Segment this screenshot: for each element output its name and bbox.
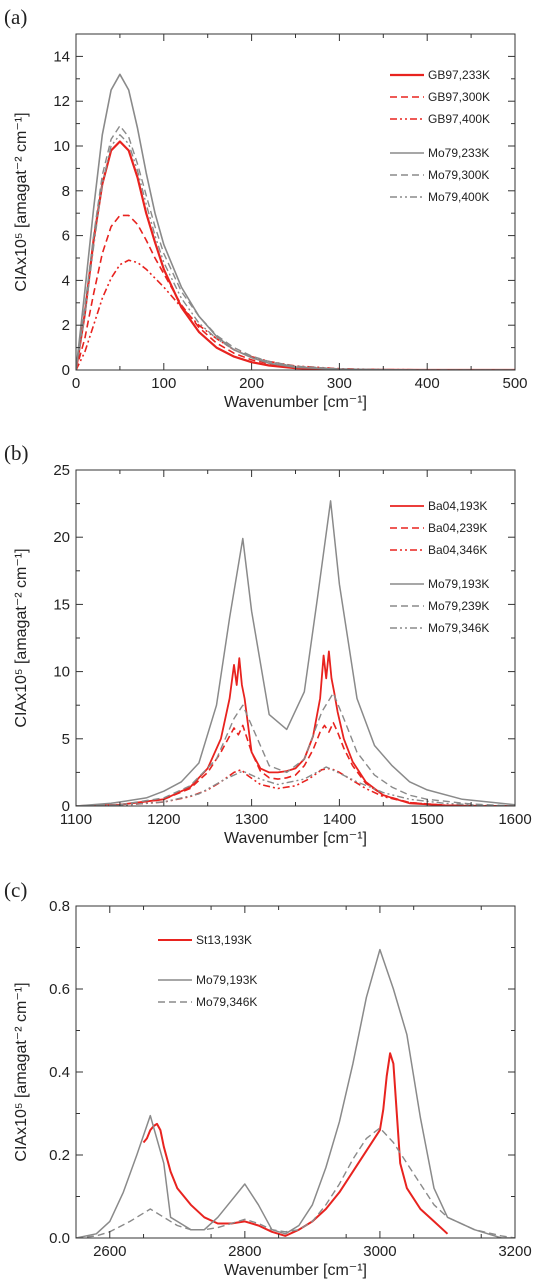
x-tick-label: 2600 [93,1243,126,1260]
series-group [76,948,515,1238]
legend-label: Mo79,239K [428,599,489,613]
legend-label: Mo79,346K [428,621,489,635]
x-tick-label: 500 [502,375,527,392]
y-tick-label: 2 [62,317,70,334]
x-tick-label: 2800 [228,1243,261,1260]
y-tick-label: 10 [53,138,70,155]
series-line [76,259,515,370]
series-group [76,73,515,370]
legend-label: Mo79,193K [428,577,489,591]
y-tick-label: 0.0 [49,1230,70,1247]
x-tick-label: 200 [239,375,264,392]
y-tick-label: 0 [62,362,70,379]
x-tick-label: 1600 [498,811,531,828]
legend-label: GB97,300K [428,90,490,104]
legend-label: Mo79,400K [428,190,489,204]
series-line [76,125,515,370]
x-tick-label: 1200 [147,811,180,828]
y-tick-label: 4 [62,272,70,289]
y-axis-title: CIAx10⁵ [amagat⁻² cm⁻¹] [13,982,30,1161]
x-tick-label: 3200 [498,1243,531,1260]
panel-a: (a) 0 100 200 300 400 500 0 2 4 6 8 10 12 14 Wavenumber… [4,5,528,411]
x-tick-label: 0 [72,375,80,392]
series-line [76,948,515,1238]
legend-label: St13,193K [196,933,252,947]
y-tick-label: 10 [53,664,70,681]
legend-label: Mo79,193K [196,973,257,987]
y-axis-title: CIAx10⁵ [amagat⁻² cm⁻¹] [13,548,30,727]
panel-label: (b) [4,441,29,465]
panel-b: (b) 1100 1200 1300 1400 1500 1600 0 5 10 15 20 25 Wav… [4,441,532,847]
y-tick-label: 0 [62,798,70,815]
plot-frame [75,905,516,1239]
panel-label: (a) [4,5,27,29]
legend-label: GB97,233K [428,68,490,82]
x-axis-title: Wavenumber [cm⁻¹] [224,394,367,411]
panel-c: (c) 2600 2800 3000 3200 0.0 0.2 0.4 0.6 0.8 Wavenu… [4,878,532,1279]
y-tick-label: 0.8 [49,898,70,915]
series-line [76,500,515,806]
legend: GB97,233K GB97,300K GB97,400K Mo79,233K Mo79… [390,68,490,204]
legend-label: Ba04,346K [428,543,487,557]
x-axis-title: Wavenumber [cm⁻¹] [224,1262,367,1279]
y-tick-label: 6 [62,228,70,245]
x-axis-title: Wavenumber [cm⁻¹] [224,830,367,847]
x-tick-label: 1400 [323,811,356,828]
y-tick-label: 0.2 [49,1147,70,1164]
series-line [76,692,515,806]
y-tick-label: 0.6 [49,981,70,998]
legend-label: Mo79,233K [428,146,489,160]
legend: Ba04,193K Ba04,239K Ba04,346K Mo79,193K Mo79… [390,499,489,635]
x-tick-label: 300 [327,375,352,392]
legend: St13,193K Mo79,193K Mo79,346K [158,933,257,1009]
y-tick-label: 25 [53,462,70,479]
y-tick-label: 8 [62,183,70,200]
panel-label: (c) [4,878,27,902]
series-group [76,500,515,806]
legend-label: Mo79,346K [196,995,257,1009]
series-line [76,73,515,370]
x-tick-label: 1300 [235,811,268,828]
x-tick-label: 3000 [363,1243,396,1260]
y-tick-label: 5 [62,731,70,748]
y-tick-label: 14 [53,48,70,65]
series-line [142,1052,449,1237]
x-tick-label: 100 [151,375,176,392]
y-axis-title: CIAx10⁵ [amagat⁻² cm⁻¹] [13,112,30,291]
x-tick-label: 1500 [411,811,444,828]
series-line [76,766,515,806]
series-line [76,650,515,806]
legend-label: Ba04,193K [428,499,487,513]
y-tick-label: 12 [53,93,70,110]
y-tick-label: 0.4 [49,1064,70,1081]
x-tick-label: 1100 [60,811,92,828]
series-line [76,214,515,370]
x-tick-label: 400 [415,375,440,392]
series-line [76,721,515,806]
legend-label: Ba04,239K [428,521,487,535]
legend-label: GB97,400K [428,112,490,126]
legend-label: Mo79,300K [428,168,489,182]
series-line [76,1127,515,1238]
y-tick-label: 20 [53,529,70,546]
y-tick-label: 15 [53,596,70,613]
